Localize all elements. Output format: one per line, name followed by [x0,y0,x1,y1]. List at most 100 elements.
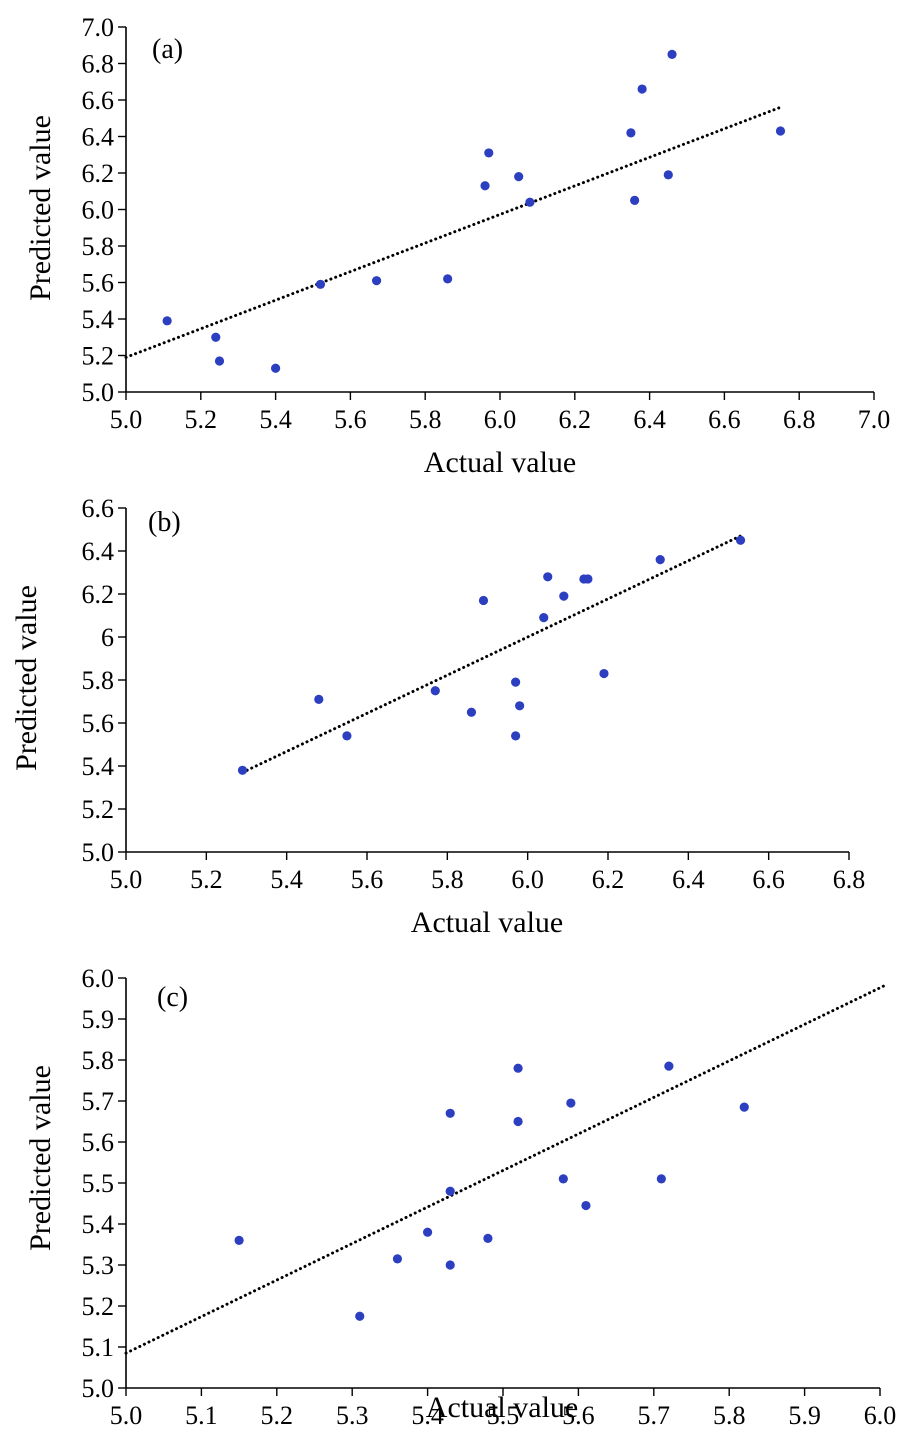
data-point [371,276,382,286]
data-point [558,1174,568,1184]
x-tick-label: 6.8 [783,405,816,434]
y-tick-label: 6.6 [82,86,115,115]
x-tick-label: 5.4 [270,865,303,894]
y-tick-label: 5.5 [82,1169,115,1198]
data-point [739,1102,749,1112]
y-tick-label: 5.6 [82,709,115,738]
data-point [430,686,440,696]
data-point [630,195,640,205]
x-tick-label: 5.5 [487,1401,520,1429]
panel-label: (c) [157,982,188,1013]
data-point [271,363,281,373]
y-tick-label: 5.2 [82,795,115,824]
data-point [655,555,665,565]
data-point [315,279,326,289]
data-point [214,356,225,366]
y-tick-label: 5.8 [82,1046,115,1075]
trendline [124,982,890,1355]
y-tick-label: 7.0 [82,13,115,42]
data-point [559,591,569,601]
x-tick-label: 5.0 [110,405,143,434]
panel-label: (a) [152,34,183,65]
x-tick-label: 5.2 [261,1401,294,1429]
y-tick-label: 6.2 [82,159,115,188]
data-point [664,1061,674,1071]
panel-label: (b) [148,507,181,538]
y-tick-label: 5.7 [82,1087,115,1116]
x-tick-label: 5.6 [351,865,384,894]
y-tick-label: 6.8 [82,50,115,79]
x-tick-label: 5.8 [431,865,464,894]
data-point [775,126,786,136]
x-tick-label: 5.4 [259,405,292,434]
y-tick-label: 5.6 [82,1128,115,1157]
y-tick-label: 6.6 [82,494,115,523]
y-tick-label: 5.4 [82,752,115,781]
x-axis-title: Actual value [411,906,563,939]
y-tick-label: 5.8 [82,232,115,261]
plot-area: 5.0 5.2 5.4 5.6 5.8 6.0 6.2 6.4 6.6 6.8 5.0 5.2 5.4 5… [82,494,866,894]
data-point [445,1108,455,1118]
data-point [637,84,647,94]
y-tick-label: 6 [101,623,114,652]
y-axis-title: Predicted value [24,1065,57,1251]
x-tick-label: 6.4 [633,405,666,434]
x-tick-label: 5.2 [190,865,223,894]
trendline [124,105,782,359]
data-point [514,172,524,182]
y-tick-label: 6.0 [82,964,115,993]
x-tick-label: 5.4 [411,1401,444,1429]
y-tick-label: 5.3 [82,1251,115,1280]
x-tick-label: 5.6 [334,405,367,434]
data-point [511,731,521,741]
data-point [581,1200,591,1211]
data-point [443,274,453,284]
y-tick-label: 5.8 [82,666,115,695]
data-point [480,181,490,191]
y-tick-label: 5.0 [82,378,115,407]
x-tick-label: 5.9 [788,1401,821,1429]
x-tick-label: 6.4 [672,865,705,894]
data-point [234,1235,244,1245]
x-tick-label: 5.8 [713,1401,746,1429]
x-tick-label: 6.2 [559,405,592,434]
data-point [663,170,673,180]
y-tick-label: 5.4 [82,305,115,334]
x-axis-title: Actual value [426,1391,578,1424]
data-point [656,1174,666,1184]
trendline [240,534,743,774]
data-point [583,574,593,584]
x-tick-label: 6.2 [592,865,625,894]
y-tick-label: 6.0 [82,196,115,225]
x-tick-label: 5.1 [185,1401,218,1429]
plot-area: 5.0 5.1 5.2 5.3 5.4 5.5 5.6 5.7 5.8 5.9 6.0 5.0 5.1 5… [82,964,897,1429]
x-tick-label: 5.2 [185,405,218,434]
data-point [513,1063,523,1073]
data-point [626,128,636,138]
x-tick-label: 5.7 [638,1401,671,1429]
y-axis-title: Predicted value [10,585,43,771]
data-point [355,1311,365,1321]
data-point [237,765,248,775]
x-tick-label: 6.0 [484,405,517,434]
data-point [445,1260,455,1270]
y-tick-label: 5.0 [82,1374,115,1403]
data-point [392,1254,403,1264]
x-tick-label: 6.0 [511,865,544,894]
x-tick-label: 5.0 [110,1401,143,1429]
data-point [445,1186,455,1196]
y-tick-label: 5.2 [82,1292,115,1321]
chart-panel-a: 5.0 5.2 5.4 5.6 5.8 6.0 6.2 6.4 6.6 6.8 7.0 5.0 5.2 5… [24,13,890,479]
data-point [511,677,521,687]
y-tick-label: 5.2 [82,342,115,371]
x-tick-label: 6.0 [864,1401,897,1429]
data-point [466,707,477,717]
data-point [342,731,352,741]
x-tick-label: 7.0 [858,405,891,434]
chart-panel-b: 5.0 5.2 5.4 5.6 5.8 6.0 6.2 6.4 6.6 6.8 5.0 5.2 5.4 5… [10,494,865,939]
data-point [162,316,172,326]
data-point [483,1233,493,1243]
data-point [735,535,746,545]
y-tick-label: 5.1 [82,1333,115,1362]
y-tick-label: 5.4 [82,1210,115,1239]
